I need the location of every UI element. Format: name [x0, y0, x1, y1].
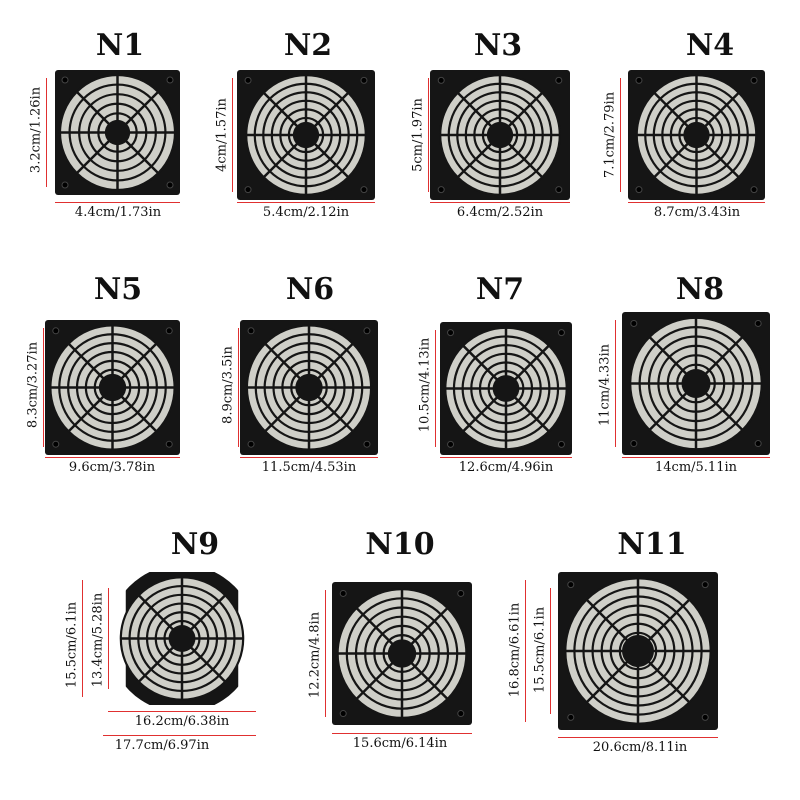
fan-filter-image [237, 70, 375, 204]
product-title: N9 [170, 527, 220, 562]
height-dimension-line [435, 330, 436, 447]
width-label: 15.6cm/6.14in [352, 736, 448, 751]
width-label: 9.6cm/3.78in [68, 460, 156, 475]
height-label: 8.3cm/3.27in [25, 341, 41, 429]
fan-filter-image [108, 572, 256, 709]
width-label: 11.5cm/4.53in [261, 460, 357, 475]
width-dimension-line [108, 711, 256, 712]
height-dimension-line [82, 580, 83, 697]
height-dimension-line [550, 588, 551, 714]
fan-filter-image [55, 70, 180, 199]
width-label: 20.6cm/8.11in [592, 740, 688, 755]
height-label: 5cm/1.97in [410, 98, 426, 172]
product-title: N6 [285, 272, 335, 307]
width-dimension-line [558, 737, 718, 738]
width-dimension-line [430, 202, 570, 203]
width-label: 5.4cm/2.12in [262, 205, 350, 220]
height-label: 12.2cm/4.8in [307, 611, 323, 699]
fan-filter-image [240, 320, 378, 459]
fan-filter-image [440, 322, 572, 459]
height-dimension-line [238, 328, 239, 447]
height-dimension-line [325, 590, 326, 717]
width-dimension-line [332, 733, 472, 734]
product-title: N7 [475, 272, 525, 307]
height-dimension-line [615, 320, 616, 447]
height-dimension-line [620, 78, 621, 192]
fan-filter-image [628, 70, 765, 204]
product-title: N3 [473, 28, 523, 63]
height-dimension-line [525, 580, 526, 722]
width-label: 8.7cm/3.43in [653, 205, 741, 220]
fan-filter-image [332, 582, 472, 729]
height-dimension-line [43, 328, 44, 447]
height-label: 15.5cm/6.1in [64, 601, 80, 689]
height-dimension-line [428, 78, 429, 192]
width-dimension-line [103, 735, 256, 736]
width-label: 6.4cm/2.52in [456, 205, 544, 220]
height-label: 11cm/4.33in [597, 343, 613, 427]
height-label: 8.9cm/3.5in [220, 346, 236, 424]
product-title: N11 [617, 527, 687, 562]
width-dimension-line [45, 457, 180, 458]
height-label: 10.5cm/4.13in [417, 337, 433, 433]
width-dimension-line [628, 202, 765, 203]
width-label: 17.7cm/6.97in [114, 738, 210, 753]
width-dimension-line [240, 457, 378, 458]
width-label: 14cm/5.11in [654, 460, 738, 475]
fan-filter-image [558, 572, 718, 734]
height-label: 4cm/1.57in [214, 98, 230, 172]
fan-filter-image [622, 312, 770, 459]
product-title: N10 [365, 527, 435, 562]
height-dimension-line [232, 78, 233, 192]
height-label: 15.5cm/6.1in [532, 606, 548, 694]
height-label: 16.8cm/6.61in [507, 602, 523, 698]
width-dimension-line [237, 202, 375, 203]
height-label: 3.2cm/1.26in [28, 86, 44, 174]
fan-filter-image [45, 320, 180, 459]
height-dimension-line [108, 588, 109, 689]
width-dimension-line [622, 457, 770, 458]
product-title: N8 [675, 272, 725, 307]
height-label: 13.4cm/5.28in [90, 592, 106, 688]
product-title: N2 [283, 28, 333, 63]
fan-filter-image [430, 70, 570, 204]
width-dimension-line [55, 202, 180, 203]
width-label: 4.4cm/1.73in [74, 205, 162, 220]
height-dimension-line [46, 78, 47, 187]
width-dimension-line [440, 457, 572, 458]
width-label: 12.6cm/4.96in [458, 460, 554, 475]
product-title: N1 [95, 28, 145, 63]
product-title: N5 [93, 272, 143, 307]
product-title: N4 [685, 28, 735, 63]
height-label: 7.1cm/2.79in [602, 91, 618, 179]
width-label: 16.2cm/6.38in [134, 714, 230, 729]
